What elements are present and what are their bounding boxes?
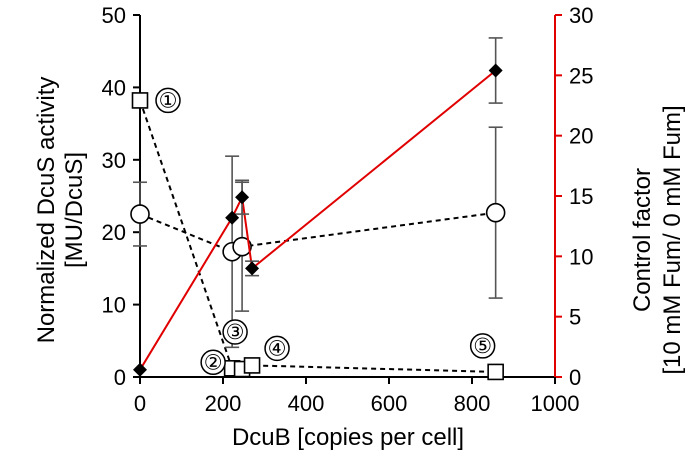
diamond-point [235,190,250,205]
y-right-tick-label: 0 [569,365,581,390]
circle-point [485,202,506,223]
x-tick-label: 400 [288,391,325,416]
y-left-tick-label: 10 [102,293,126,318]
diamond-point [133,362,147,377]
y-left-tick-label: 30 [102,148,126,173]
y-right-tick-label: 25 [569,63,593,88]
y-left-tick-label: 50 [102,3,126,28]
annotation-label: ① [159,88,178,112]
circle-point [232,236,252,257]
y-right-axis-title-line1: Control factor [629,168,656,312]
diamond-point [225,210,240,225]
series-circles-line [139,211,496,253]
annotation-circle [264,335,290,362]
series-layer: ① ②③④ ⑤ [130,37,506,381]
y-right-tick-label: 15 [569,184,593,209]
annotation-circle [200,349,226,376]
x-tick-label: 800 [454,391,491,416]
labels-layer: DcuB [copies per cell] Normalized DcuS a… [33,77,686,451]
square-point [243,357,261,374]
axes-layer: 0 10 20 30 40 50 0 5 10 15 20 25 30 0 200 400 600 800 1000 [102,3,594,416]
annotation-label: ③ [226,320,245,344]
y-left-tick-label: 40 [102,75,126,100]
annotation-circle [469,333,496,359]
series-diamonds-line [139,69,497,371]
annotation-label: ② [204,350,223,374]
annotation-circle [155,87,181,114]
circle-point [130,204,150,224]
diamond-point [245,261,260,276]
x-tick-label: 600 [371,391,408,416]
diamond-point [488,63,503,78]
annotation-circle [222,319,248,345]
x-axis-title: DcuB [copies per cell] [232,424,464,451]
annotation-label: ④ [268,336,287,360]
y-left-tick-label: 0 [114,365,126,390]
y-left-axis-title-line2: [MU/DcuS] [61,152,88,268]
y-right-axis-title-line2: [10 mM Fum/ 0 mM Fum] [659,105,686,374]
y-right-tick-label: 5 [569,305,581,330]
y-right-tick-label: 20 [569,124,593,149]
x-tick-label: 200 [205,391,242,416]
y-left-axis-title-line1: Normalized DcuS activity [33,77,60,344]
y-right-tick-label: 10 [569,244,593,269]
x-tick-label: 1000 [531,391,580,416]
square-point [131,92,149,109]
x-tick-label: 0 [134,391,146,416]
y-right-tick-label: 30 [569,3,593,28]
annotation-label: ⑤ [473,334,492,358]
y-left-tick-label: 20 [102,220,126,245]
square-point [487,363,504,381]
